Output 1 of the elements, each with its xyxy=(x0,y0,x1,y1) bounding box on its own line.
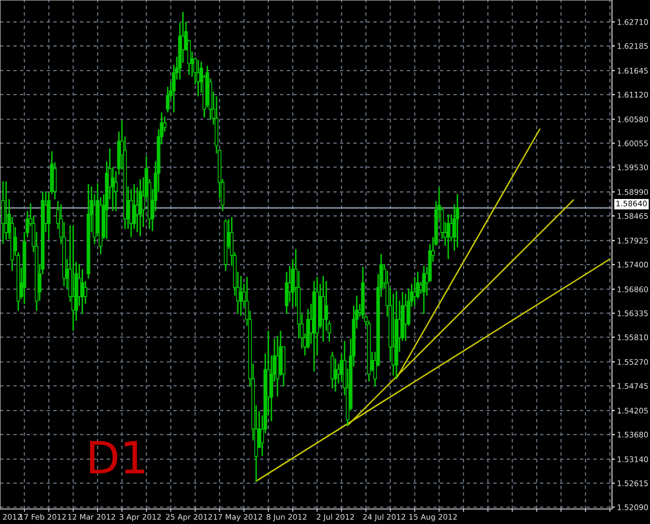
annotation: D1 xyxy=(90,440,144,474)
